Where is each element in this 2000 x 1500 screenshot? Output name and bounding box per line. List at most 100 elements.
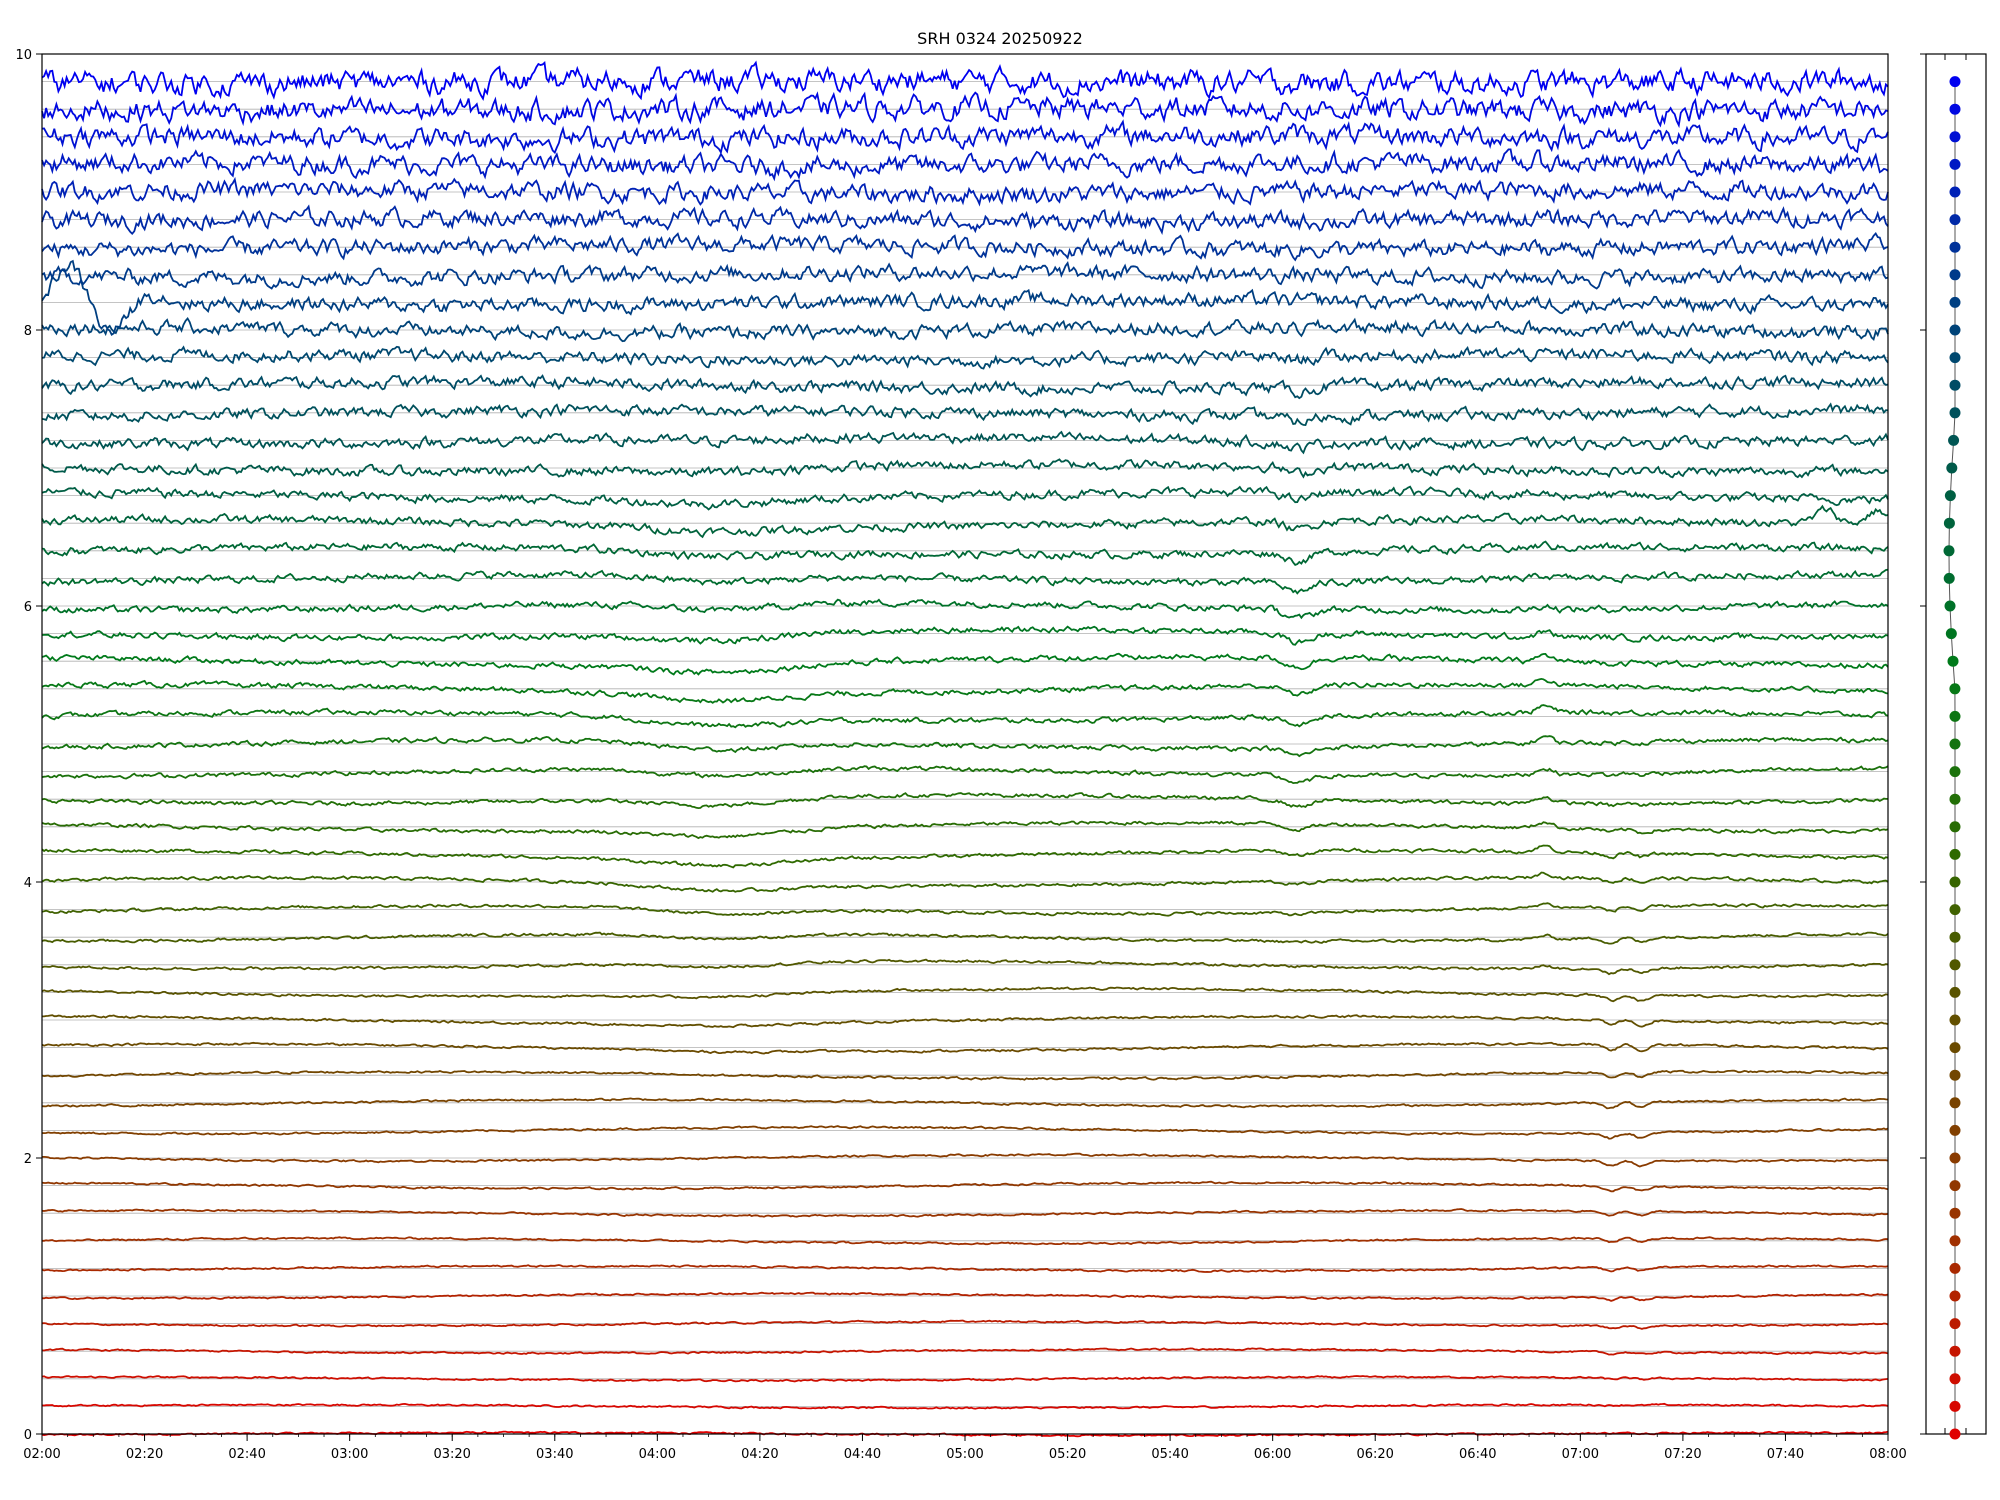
main-plot-area: 0 2 4 6 8 10 02:00 02:20 02:40 03:00 03:20 03:40 04…: [15, 48, 1906, 1462]
trace-series: [41, 1264, 1889, 1273]
trace-series: [41, 792, 1888, 810]
side-marker-point: [1949, 1180, 1961, 1192]
trace-series: [41, 1291, 1889, 1302]
trace-series: [41, 1069, 1889, 1081]
trace-series: [41, 259, 1889, 337]
trace-series: [41, 568, 1889, 595]
side-marker-point: [1949, 379, 1961, 391]
side-marker-point: [1949, 1262, 1961, 1274]
trace-series: [41, 119, 1889, 155]
trace-series: [41, 820, 1889, 840]
trace-series: [41, 504, 1889, 539]
x-tick-label: 02:00: [23, 1447, 60, 1462]
trace-series: [41, 625, 1889, 646]
side-marker-point: [1949, 241, 1961, 253]
trace-series: [41, 345, 1889, 370]
side-marker-point: [1949, 1318, 1961, 1330]
x-tick-label: 05:20: [1049, 1447, 1086, 1462]
trace-series: [41, 1347, 1889, 1356]
side-marker-point: [1948, 434, 1960, 446]
trace-series: [41, 316, 1889, 343]
side-marker-point: [1949, 186, 1961, 198]
trace-series: [41, 652, 1889, 676]
trace-series: [41, 261, 1889, 290]
chart-title: SRH 0324 20250922: [917, 29, 1083, 48]
trace-series: [42, 1236, 1889, 1246]
side-marker-point: [1949, 407, 1961, 419]
side-marker-point: [1949, 76, 1961, 88]
trace-series: [41, 765, 1889, 785]
side-marker-point: [1949, 848, 1961, 860]
trace-series: [41, 540, 1889, 566]
trace-series: [41, 1208, 1889, 1218]
trace-series: [41, 958, 1889, 976]
x-tick-label: 07:00: [1562, 1447, 1599, 1462]
y-tick-label: 4: [24, 876, 32, 891]
trace-series: [41, 402, 1889, 427]
x-tick-label: 07:40: [1767, 1447, 1804, 1462]
side-marker-point: [1949, 710, 1961, 722]
trace-series: [41, 91, 1889, 129]
trace-series: [41, 204, 1889, 236]
trace-series: [41, 1402, 1889, 1410]
trace-series: [41, 986, 1889, 1003]
trace-series: [41, 231, 1889, 262]
side-marker-point: [1949, 1097, 1961, 1109]
side-marker-point: [1949, 1400, 1961, 1412]
trace-series: [41, 1097, 1889, 1110]
x-tick-label: 02:20: [126, 1447, 163, 1462]
trace-series: [41, 1375, 1889, 1383]
side-marker-point: [1943, 545, 1955, 557]
side-marker-point: [1949, 904, 1961, 916]
side-marker-point: [1949, 1428, 1961, 1440]
trace-series: [41, 1041, 1889, 1055]
side-panel-ticks: [1920, 53, 1967, 1435]
side-marker-point: [1949, 1235, 1961, 1247]
x-tick-label: 03:40: [536, 1447, 573, 1462]
side-marker-point: [1943, 517, 1955, 529]
trace-series: [41, 60, 1889, 101]
x-tick-label: 07:20: [1664, 1447, 1701, 1462]
trace-series: [42, 1152, 1889, 1168]
y-tick-label: 10: [15, 48, 32, 63]
trace-series: [41, 931, 1889, 945]
trace-series: [41, 1125, 1889, 1140]
x-axis-ticks: 02:00 02:20 02:40 03:00 03:20 03:40 04:00 04:20…: [23, 1434, 1907, 1462]
side-marker-point: [1949, 324, 1961, 336]
trace-series: [41, 1319, 1889, 1330]
side-marker-point: [1949, 296, 1961, 308]
y-tick-label: 8: [24, 324, 32, 339]
side-marker-point: [1944, 490, 1956, 502]
side-marker-point: [1949, 1345, 1961, 1357]
trace-series: [41, 485, 1889, 511]
side-marker-point: [1949, 931, 1961, 943]
side-marker-point: [1949, 1042, 1961, 1054]
side-marker-point: [1949, 766, 1961, 778]
trace-series: [41, 176, 1889, 207]
side-marker-point: [1947, 655, 1959, 667]
x-tick-label: 04:40: [844, 1447, 881, 1462]
trace-series: [41, 598, 1889, 620]
y-tick-label: 6: [24, 600, 32, 615]
side-marker-point: [1949, 103, 1961, 115]
side-marker-point: [1943, 572, 1955, 584]
side-marker-point: [1949, 352, 1961, 364]
side-marker-point: [1949, 876, 1961, 888]
side-marker-point: [1949, 214, 1961, 226]
side-marker-point: [1946, 462, 1958, 474]
trace-series: [41, 871, 1889, 893]
x-tick-label: 04:00: [639, 1447, 676, 1462]
x-tick-label: 05:00: [946, 1447, 983, 1462]
x-tick-label: 08:00: [1869, 1447, 1906, 1462]
trace-series: [41, 148, 1889, 182]
trace-series: [41, 735, 1889, 758]
trace-series: [41, 458, 1889, 479]
side-marker-point: [1949, 269, 1961, 281]
side-marker-point: [1949, 1373, 1961, 1385]
side-marker-point: [1949, 1290, 1961, 1302]
trace-series: [42, 1014, 1889, 1029]
x-tick-label: 06:40: [1459, 1447, 1496, 1462]
side-marker-point: [1949, 1069, 1961, 1081]
side-marker-point: [1945, 628, 1957, 640]
